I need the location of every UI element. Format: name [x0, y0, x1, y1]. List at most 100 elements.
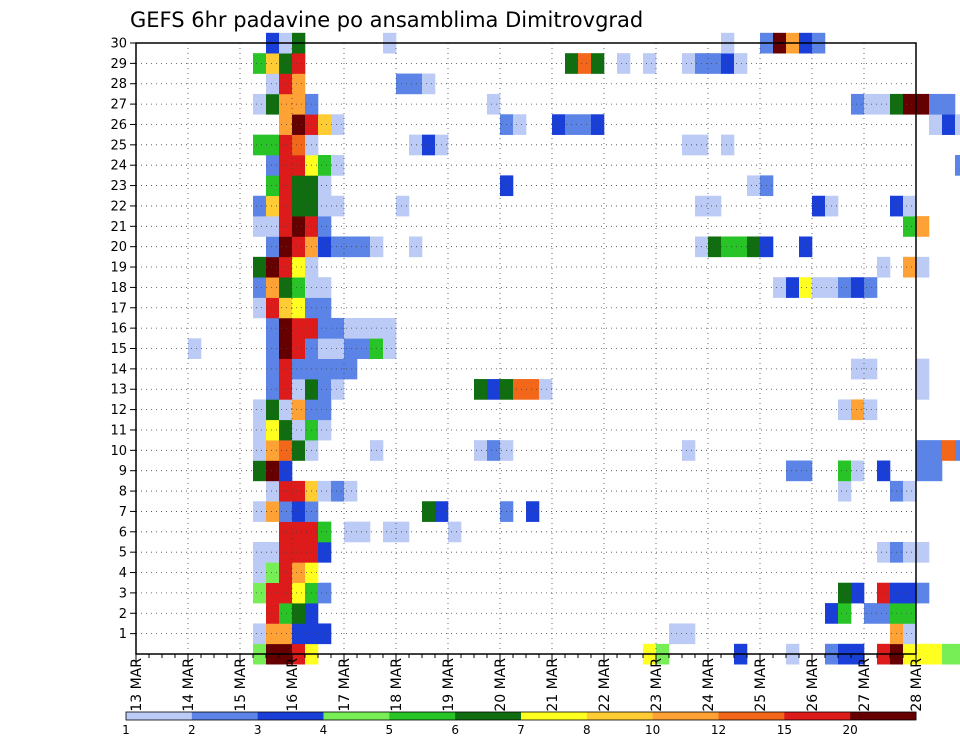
- heatmap-cell: [292, 399, 306, 421]
- heatmap-cell: [864, 358, 878, 380]
- x-tick-label: 28 MAR: [909, 658, 925, 712]
- heatmap-cell: [396, 521, 410, 543]
- heatmap-cell: [266, 256, 280, 278]
- heatmap-cell: [292, 73, 306, 95]
- heatmap-cell: [318, 419, 332, 441]
- heatmap-cell: [877, 93, 891, 115]
- heatmap-cell: [318, 155, 332, 176]
- heatmap-cell: [318, 521, 332, 543]
- heatmap-cell: [682, 623, 696, 645]
- heatmap-cell: [578, 114, 592, 135]
- heatmap-cell: [279, 399, 293, 421]
- heatmap-cell: [344, 236, 358, 258]
- heatmap-cell: [279, 73, 293, 95]
- heatmap-cell: [266, 582, 280, 604]
- heatmap-cell: [734, 236, 748, 258]
- x-tick-label: 16 MAR: [285, 658, 301, 712]
- heatmap-cell: [266, 358, 280, 380]
- heatmap-cell: [916, 216, 930, 237]
- heatmap-cell: [838, 582, 852, 604]
- colorbar-label: 2: [188, 723, 196, 737]
- y-tick-label: 26: [110, 118, 127, 133]
- heatmap-cell: [487, 440, 501, 461]
- heatmap-cell: [292, 480, 306, 502]
- heatmap-cell: [292, 338, 306, 359]
- heatmap-cell: [292, 277, 306, 298]
- heatmap-cell: [955, 155, 960, 176]
- heatmap-cell: [422, 73, 436, 95]
- heatmap-cell: [253, 399, 267, 421]
- grid-lines: [136, 42, 916, 654]
- heatmap-cell: [266, 277, 280, 298]
- heatmap-cell: [799, 460, 813, 482]
- heatmap-cell: [838, 399, 852, 421]
- heatmap-cell: [318, 297, 332, 319]
- heatmap-cell: [916, 643, 930, 665]
- y-tick-label: 3: [119, 586, 127, 601]
- x-tick-label: 21 MAR: [545, 658, 561, 712]
- heatmap-cell: [279, 460, 293, 482]
- y-tick-label: 27: [110, 98, 127, 113]
- heatmap-cell: [292, 521, 306, 543]
- colorbar-label: 12: [711, 723, 726, 737]
- y-tick-label: 23: [110, 179, 127, 194]
- colorbar-label: 20: [843, 723, 858, 737]
- heatmap-cell: [903, 582, 917, 604]
- y-tick-label: 12: [110, 403, 127, 418]
- heatmap-cell: [318, 114, 332, 135]
- heatmap-cell: [318, 399, 332, 421]
- heatmap-cell: [292, 297, 306, 319]
- heatmap-cell: [266, 53, 280, 74]
- heatmap-cell: [253, 277, 267, 298]
- heatmap-cell: [877, 541, 891, 563]
- heatmap-cell: [591, 114, 605, 135]
- heatmap-cell: [292, 134, 306, 156]
- y-tick-label: 9: [119, 464, 127, 479]
- heatmap-cell: [279, 236, 293, 258]
- colorbar-swatch: [126, 712, 193, 720]
- heatmap-cell: [331, 480, 345, 502]
- heatmap-cell: [331, 358, 345, 380]
- heatmap-cell: [682, 440, 696, 461]
- heatmap-cell: [266, 379, 280, 400]
- colorbar-swatch: [784, 712, 851, 720]
- y-tick-label: 19: [110, 261, 127, 276]
- colorbar-label: 3: [254, 723, 262, 737]
- heatmap-cell: [539, 379, 553, 400]
- y-tick-label: 8: [119, 485, 127, 500]
- heatmap-cell: [266, 73, 280, 95]
- heatmap-cell: [838, 480, 852, 502]
- colorbar-label: 5: [386, 723, 394, 737]
- heatmap-cell: [383, 338, 397, 359]
- heatmap-cell: [942, 643, 956, 665]
- y-axis-ticks: 1234567891011121314151617181920212223242…: [110, 37, 136, 642]
- heatmap-cell: [916, 93, 930, 115]
- heatmap-cell: [292, 93, 306, 115]
- heatmap-cell: [279, 297, 293, 319]
- heatmap-cell: [253, 501, 267, 522]
- heatmap-cell: [279, 277, 293, 298]
- heatmap-cell: [266, 216, 280, 237]
- heatmap-cell: [916, 440, 930, 461]
- heatmap-cell: [955, 114, 960, 135]
- y-tick-label: 22: [110, 199, 127, 214]
- heatmap-cell: [617, 53, 631, 74]
- heatmap-cell: [266, 297, 280, 319]
- heatmap-cell: [253, 216, 267, 237]
- heatmap-cell: [279, 317, 293, 339]
- heatmap-cell: [357, 338, 371, 359]
- heatmap-cell: [266, 155, 280, 176]
- heatmap-cell: [279, 603, 293, 624]
- heatmap-cell: [877, 460, 891, 482]
- heatmap-cell: [474, 379, 488, 400]
- heatmap-cell: [526, 501, 540, 522]
- y-tick-label: 13: [110, 383, 127, 398]
- heatmap-cell: [708, 236, 722, 258]
- y-tick-label: 1: [119, 627, 127, 642]
- heatmap-cell: [253, 460, 267, 482]
- heatmap-cell: [812, 195, 826, 217]
- heatmap-cell: [916, 582, 930, 604]
- heatmap-cell: [409, 73, 423, 95]
- heatmap-cell: [279, 53, 293, 74]
